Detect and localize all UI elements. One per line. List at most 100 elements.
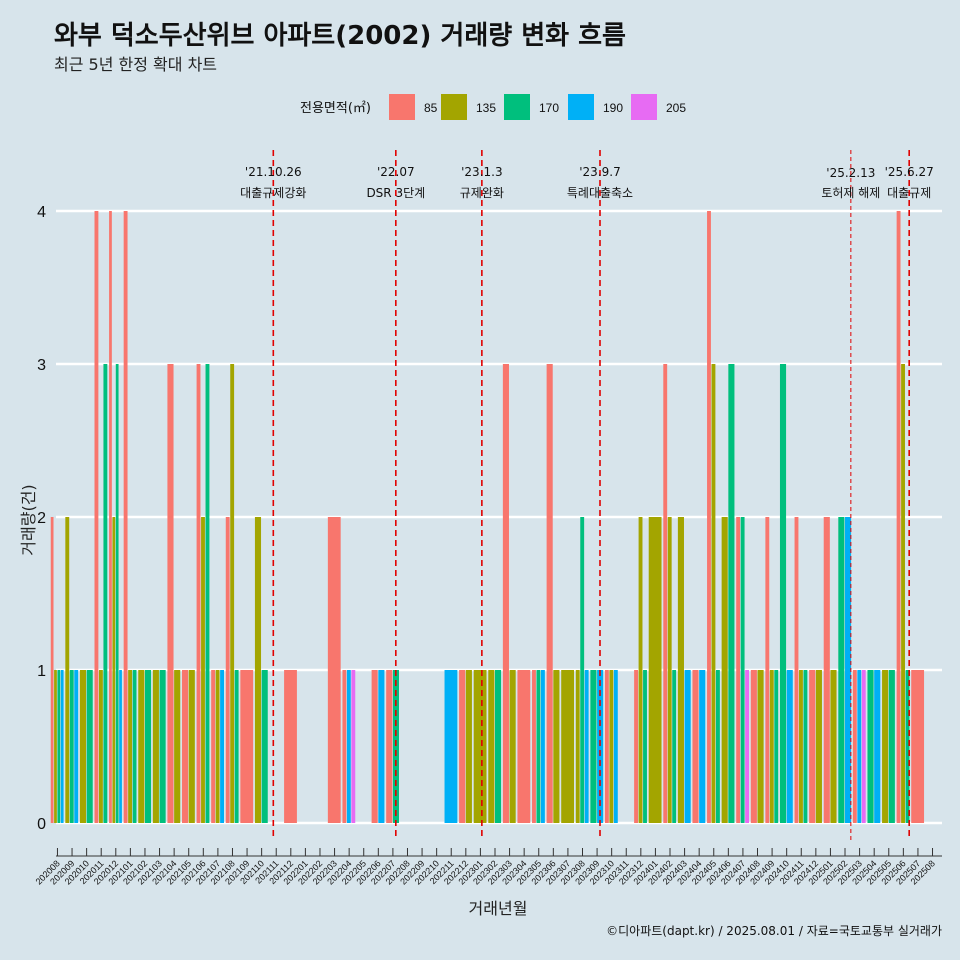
legend: 전용면적(㎡) 85 135 170 190 205 <box>300 94 686 120</box>
bar <box>94 211 99 823</box>
legend-swatch <box>504 94 530 120</box>
annotation-label: 대출규제강화 <box>240 186 306 200</box>
bar <box>823 517 830 823</box>
chart-title: 와부 덕소두산위브 아파트(2002) 거래량 변화 흐름 <box>54 21 626 51</box>
bar <box>613 670 618 823</box>
annotation-label: DSR 3단계 <box>366 186 425 200</box>
annotation-label: 규제완화 <box>460 186 504 200</box>
legend-label: 135 <box>476 101 496 115</box>
bar <box>392 670 400 823</box>
bar <box>638 517 643 823</box>
bar <box>590 670 597 823</box>
bar <box>874 670 881 823</box>
legend-swatch <box>389 94 415 120</box>
bar <box>604 670 609 823</box>
bar <box>65 517 70 823</box>
bar <box>123 211 128 823</box>
bar <box>459 670 466 823</box>
bar <box>905 670 910 823</box>
bar <box>779 364 787 823</box>
bar <box>536 670 541 823</box>
annotations: '21.10.26 대출규제강화 '22.07 DSR 3단계 '23.1.3 규제완화 '… <box>240 150 934 840</box>
annotation-label: 특례대출축소 <box>567 186 633 200</box>
legend-label: 190 <box>603 101 623 115</box>
legend-label: 85 <box>424 101 438 115</box>
bar <box>230 364 235 823</box>
legend-label: 170 <box>539 101 559 115</box>
bar <box>465 670 472 823</box>
y-axis: 0 1 2 3 4 <box>37 204 46 833</box>
bar <box>609 670 614 823</box>
bar <box>220 670 224 823</box>
bar <box>488 670 495 823</box>
bar <box>830 670 837 823</box>
bar <box>745 670 750 823</box>
bar <box>188 670 195 823</box>
bar <box>575 670 580 823</box>
bar <box>152 670 159 823</box>
bar <box>205 364 210 823</box>
legend-swatch <box>568 94 594 120</box>
bar <box>144 670 152 823</box>
bar <box>736 517 741 823</box>
legend-swatch <box>441 94 467 120</box>
bar <box>677 517 684 823</box>
bar <box>342 670 347 823</box>
bar <box>182 670 189 823</box>
bar <box>740 517 745 823</box>
bar <box>115 364 119 823</box>
x-axis-title: 거래년월 <box>469 899 528 918</box>
bar <box>351 670 356 823</box>
bar <box>711 364 716 823</box>
bar <box>765 517 770 823</box>
bar <box>371 670 378 823</box>
bar <box>663 364 668 823</box>
y-tick-label: 2 <box>37 510 46 527</box>
y-axis-title: 거래량(건) <box>19 484 38 555</box>
bar <box>861 670 866 823</box>
bar <box>201 517 205 823</box>
bar <box>79 670 87 823</box>
bar <box>896 211 901 823</box>
bar <box>707 211 711 823</box>
bar <box>119 670 122 823</box>
bar <box>540 670 545 823</box>
bar <box>774 670 779 823</box>
bar <box>284 670 297 823</box>
bar <box>167 364 174 823</box>
bar <box>112 517 116 823</box>
bar <box>769 670 774 823</box>
bar <box>815 670 822 823</box>
bar <box>74 670 79 823</box>
bar <box>721 517 728 823</box>
bar <box>786 670 793 823</box>
bar <box>561 670 575 823</box>
y-tick-label: 1 <box>37 663 46 680</box>
bar <box>132 670 137 823</box>
bar <box>882 670 889 823</box>
bar <box>757 670 764 823</box>
legend-swatch <box>631 94 657 120</box>
bar <box>794 517 799 823</box>
bar <box>838 517 845 823</box>
chart-subtitle: 최근 5년 한정 확대 차트 <box>54 55 217 74</box>
y-tick-label: 3 <box>37 357 46 374</box>
caption: ©디아파트(dapt.kr) / 2025.08.01 / 자료=국토교통부 실… <box>606 924 942 938</box>
bar <box>138 670 145 823</box>
bar <box>597 670 604 823</box>
bar <box>386 670 393 823</box>
annotation-date: '22.07 <box>377 165 415 179</box>
bar <box>901 364 905 823</box>
bar <box>57 670 61 823</box>
bar <box>845 517 852 823</box>
y-tick-label: 4 <box>37 204 46 221</box>
bar <box>911 670 925 823</box>
bar <box>502 364 509 823</box>
bar <box>634 670 638 823</box>
annotation-date: '23.9.7 <box>579 165 620 179</box>
bar <box>888 670 895 823</box>
bar <box>225 517 230 823</box>
bar <box>196 364 201 823</box>
